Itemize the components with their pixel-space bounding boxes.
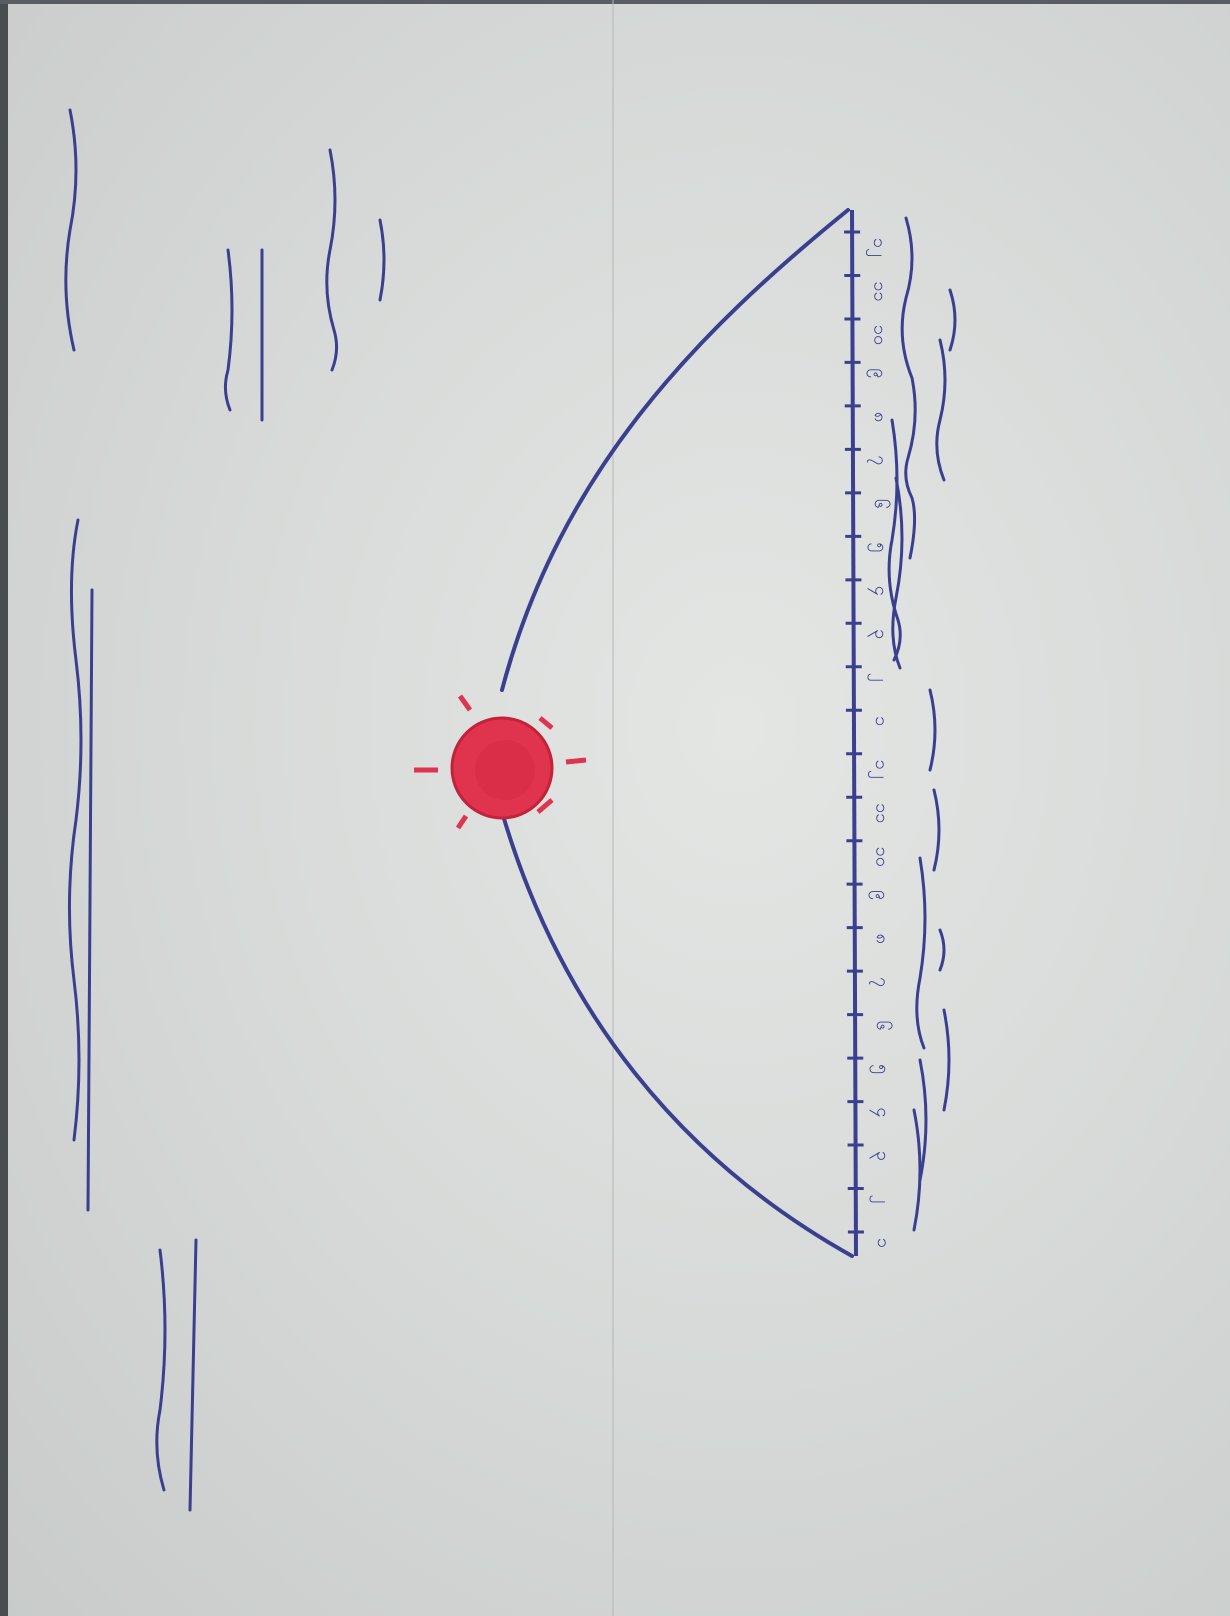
ruler-tick-label: ၅ (869, 1064, 893, 1074)
paper-fold-line (612, 0, 614, 1616)
ruler-tick-label: ၇ (869, 977, 893, 987)
ruler-tick-label: ၉ (869, 890, 893, 900)
ruler-tick-label: ၆ (872, 1021, 893, 1031)
ruler-tick-label: ၄ (869, 1108, 893, 1118)
ruler-tick-label: ၈ (872, 934, 893, 944)
ruler-tick-label: ၉ (867, 368, 891, 378)
ruler-tick-label: ၃ (868, 629, 892, 639)
ruler-tick-label: ၂ (868, 673, 892, 682)
ruler-tick-label: ၈ (870, 412, 891, 422)
ruler-baseline (850, 209, 858, 1257)
handwritten-annotations-left (64, 108, 386, 1512)
table-edge-top (0, 0, 1230, 4)
ruler-tick-label: ၅ (867, 542, 891, 552)
ruler-tick-label: ၁၂ (868, 760, 892, 779)
ruler-tick-label: ၆ (870, 499, 891, 509)
ruler-tick-label: ၂ (870, 1195, 894, 1204)
sun-marker (414, 694, 587, 830)
ruler-tick-label: ၇ (867, 455, 891, 465)
ruler-tick-label: ၃ (870, 1151, 894, 1161)
ruler-tick-label: ၁ (873, 1238, 894, 1248)
ruler-tick-label: ၁၂ (866, 238, 890, 257)
ruler-tick-label: ၄ (867, 586, 891, 596)
handwritten-annotations-right (887, 216, 957, 1232)
ruler-tick-label: ၁၁ (869, 281, 890, 301)
ruler-tick-label: ၁၁ (871, 803, 892, 823)
table-edge-left (0, 0, 8, 1616)
ruler-tick-label: ၁ (871, 716, 892, 726)
ruler-tick-label: ၁၀ (871, 847, 892, 867)
sun-path-arc (500, 208, 854, 1258)
ruler-tick-label: ၁၀ (869, 325, 890, 345)
